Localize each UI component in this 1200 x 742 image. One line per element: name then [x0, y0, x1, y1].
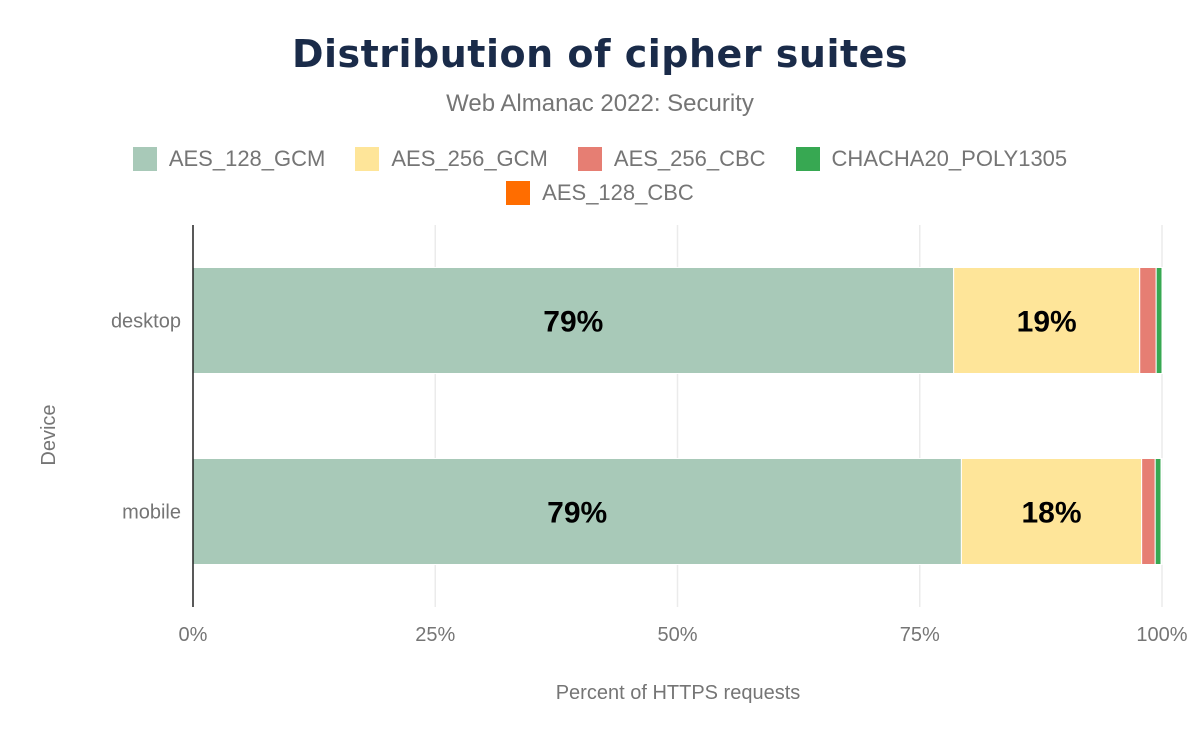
chart-subtitle: Web Almanac 2022: Security: [446, 90, 754, 117]
x-tick-label: 0%: [179, 624, 208, 646]
y-tick-label: desktop: [111, 311, 181, 333]
legend-item[interactable]: AES_256_GCM: [355, 146, 548, 172]
data-label: 19%: [1017, 306, 1077, 339]
data-label: 18%: [1022, 497, 1082, 530]
legend-item[interactable]: AES_256_CBC: [577, 146, 766, 172]
legend-label: AES_256_GCM: [391, 146, 548, 171]
data-label: 79%: [547, 497, 607, 530]
legend-label: AES_128_GCM: [168, 146, 326, 171]
x-tick-label: 75%: [900, 624, 940, 646]
legend-item[interactable]: AES_128_GCM: [132, 146, 326, 172]
data-label: 79%: [543, 306, 603, 339]
bar-segment: [192, 458, 962, 565]
legend-label: AES_256_CBC: [613, 146, 766, 171]
legend-swatch: [132, 147, 157, 171]
bar-segment: [953, 267, 1141, 374]
legend-label: AES_128_CBC: [542, 180, 694, 205]
legend-swatch: [506, 181, 531, 205]
x-tick-label: 100%: [1136, 624, 1187, 646]
bar-segment: [1141, 458, 1156, 565]
bar-segment: [1161, 267, 1164, 374]
bar-segment: [1160, 458, 1163, 565]
legend-item[interactable]: CHACHA20_POLY1305: [795, 146, 1068, 172]
bar-segment: [1154, 458, 1162, 565]
legend-swatch: [577, 147, 602, 171]
y-axis-title: Device: [38, 404, 60, 465]
x-tick-label: 25%: [415, 624, 455, 646]
bar-segment: [192, 267, 955, 374]
bar-segment: [960, 458, 1143, 565]
y-tick-label: mobile: [122, 502, 181, 524]
x-tick-label: 50%: [657, 624, 697, 646]
legend: AES_128_GCM AES_256_GCM AES_256_CBC CHACHA2…: [0, 142, 1200, 210]
bar-segment: [1155, 267, 1163, 374]
legend-swatch: [355, 147, 380, 171]
legend-label: CHACHA20_POLY1305: [831, 146, 1068, 171]
legend-swatch: [795, 147, 820, 171]
x-axis-title: Percent of HTTPS requests: [556, 682, 801, 704]
legend-item[interactable]: AES_128_CBC: [506, 180, 694, 206]
bar-segment: [1139, 267, 1157, 374]
chart-title: Distribution of cipher suites: [291, 32, 909, 76]
